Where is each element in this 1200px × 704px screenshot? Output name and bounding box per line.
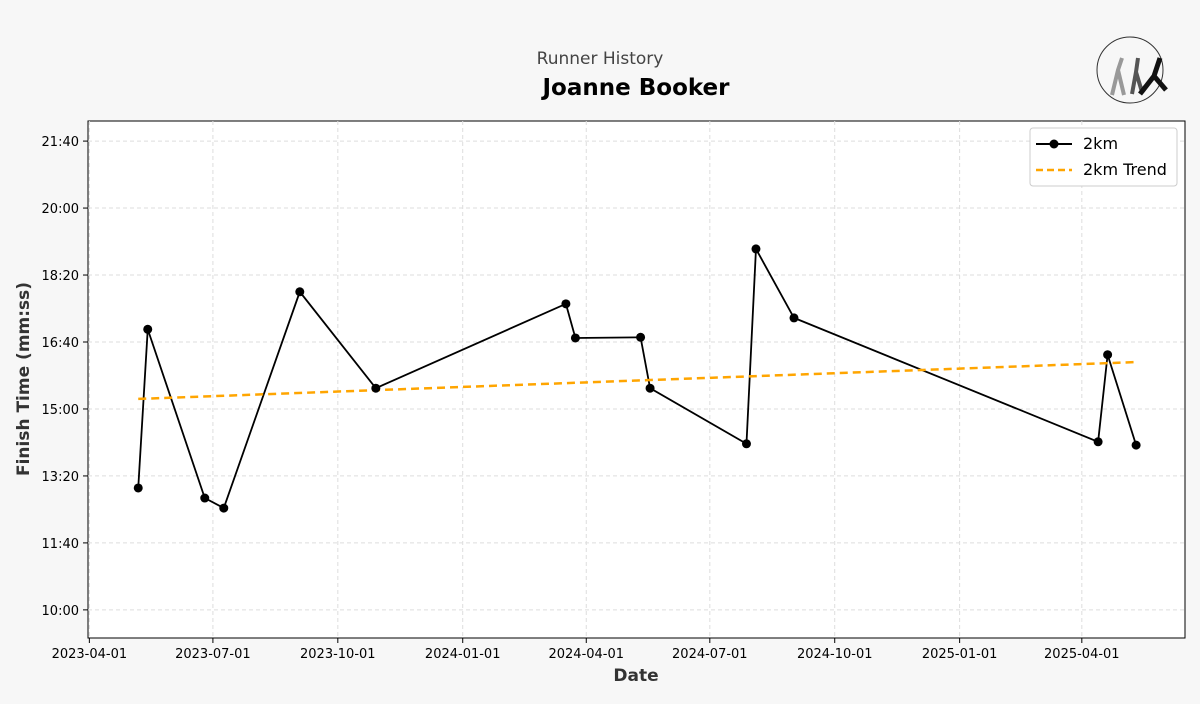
y-axis-label: Finish Time (mm:ss) — [14, 282, 34, 476]
runner-icon-dark — [1138, 57, 1168, 96]
data-point — [789, 313, 799, 323]
y-tick-label: 13:20 — [42, 470, 79, 485]
data-point — [200, 493, 210, 503]
x-tick-label: 2025-01-01 — [922, 647, 998, 662]
y-tick-label: 21:40 — [42, 135, 79, 150]
data-point — [636, 332, 646, 342]
runner-icon-mid — [1130, 57, 1144, 95]
y-tick-label: 20:00 — [42, 202, 79, 217]
x-tick-label: 2023-04-01 — [52, 647, 128, 662]
x-tick-label: 2025-04-01 — [1044, 647, 1120, 662]
data-point — [645, 383, 655, 393]
chart-subtitle: Runner History — [537, 49, 664, 69]
y-tick-label: 10:00 — [42, 604, 79, 619]
x-tick-label: 2024-01-01 — [425, 647, 501, 662]
chart-title: Joanne Booker — [541, 75, 731, 101]
x-tick-label: 2023-10-01 — [300, 647, 376, 662]
legend-marker-2km — [1049, 139, 1059, 149]
legend-label-2km: 2km — [1083, 134, 1118, 153]
data-point — [741, 439, 751, 449]
data-point — [143, 324, 153, 334]
y-tick-label: 16:40 — [42, 336, 79, 351]
data-point — [1103, 350, 1113, 360]
x-axis-label: Date — [613, 666, 658, 686]
data-point — [219, 503, 229, 513]
y-tick-label: 11:40 — [42, 537, 79, 552]
data-point — [133, 483, 143, 493]
data-point — [561, 299, 571, 309]
x-tick-label: 2024-10-01 — [797, 647, 873, 662]
series-line-2km — [137, 245, 1137, 510]
data-point — [751, 244, 761, 254]
data-point — [1093, 437, 1103, 447]
y-tick-label: 18:20 — [42, 269, 79, 284]
runner-icon-light — [1110, 57, 1126, 96]
legend-label-trend: 2km Trend — [1083, 160, 1167, 179]
trend-line — [138, 360, 1137, 401]
x-tick-label: 2024-04-01 — [548, 647, 624, 662]
y-tick-label: 15:00 — [42, 403, 79, 418]
x-tick-label: 2023-07-01 — [175, 647, 251, 662]
data-point — [295, 287, 305, 297]
data-point — [371, 383, 381, 393]
logo — [1096, 36, 1168, 104]
data-point — [1131, 440, 1141, 450]
x-tick-label: 2024-07-01 — [672, 647, 748, 662]
data-point — [570, 333, 580, 343]
legend: 2km 2km Trend — [1029, 127, 1178, 187]
